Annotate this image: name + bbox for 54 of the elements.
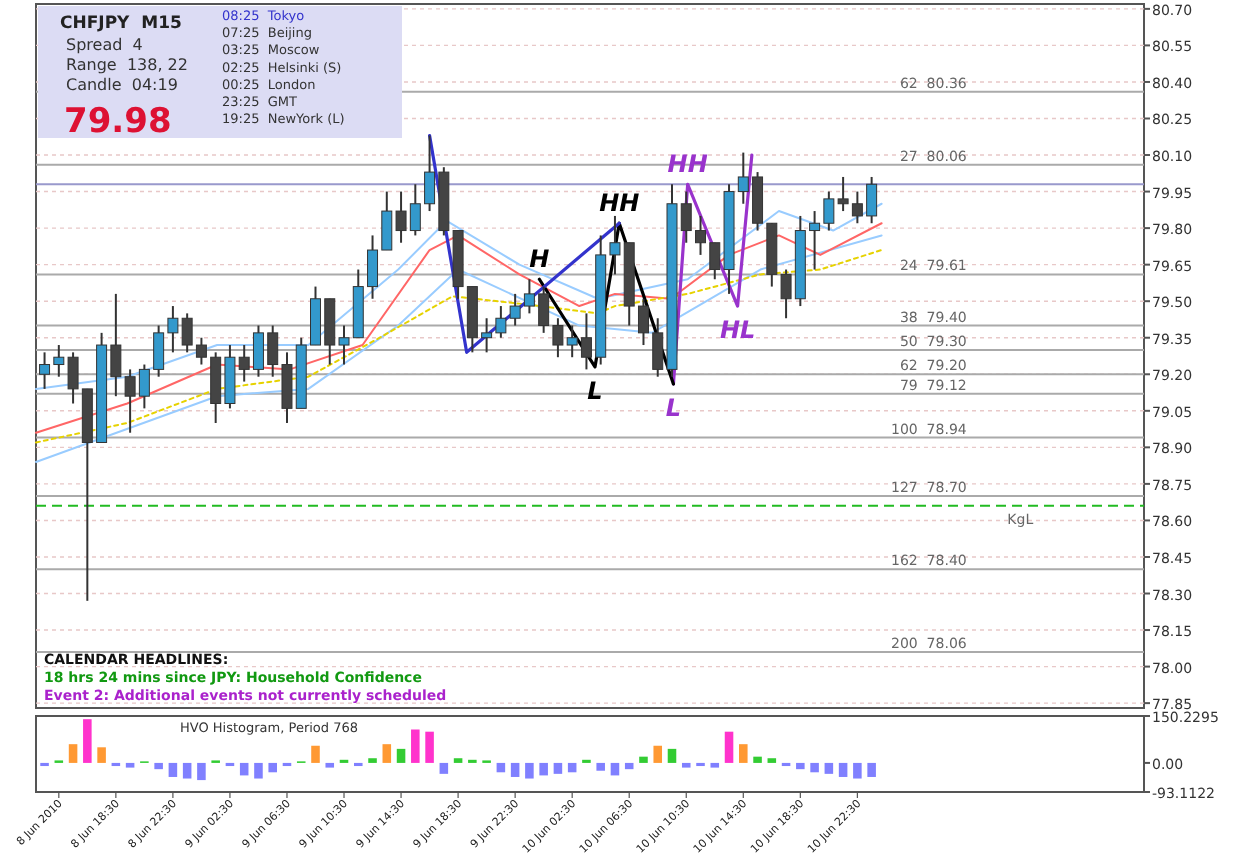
bar: [154, 762, 163, 770]
annotation: L: [665, 394, 682, 423]
bar: [539, 762, 548, 776]
bar: [724, 731, 734, 763]
bar: [168, 762, 178, 777]
bar: [382, 744, 392, 763]
annotation: Candle 04:19: [66, 76, 178, 94]
annotation: L: [587, 376, 603, 405]
bar: [83, 719, 92, 763]
bar: [810, 762, 819, 773]
bar: [425, 731, 434, 763]
annotation: HH: [599, 189, 640, 218]
bar: [254, 762, 263, 779]
bar: [753, 756, 762, 763]
annotation: 79.98: [64, 102, 172, 142]
bar: [510, 762, 520, 777]
bar: [97, 747, 106, 763]
bar: [396, 748, 406, 763]
bar: [567, 762, 577, 773]
bar: [838, 762, 848, 777]
bar: [653, 745, 663, 763]
annotation: H: [529, 245, 550, 274]
bar: [125, 762, 135, 768]
line-series: [35, 222, 883, 434]
bar: [525, 762, 534, 779]
bar: [197, 762, 206, 781]
bar: [68, 744, 78, 763]
annotation: HL: [719, 316, 756, 345]
bar: [824, 762, 834, 774]
bar: [639, 756, 648, 763]
annotation: HH: [667, 150, 708, 179]
line-series: [671, 153, 754, 386]
bar: [610, 762, 620, 776]
bar: [739, 744, 748, 763]
bar: [311, 745, 320, 763]
bar: [667, 748, 677, 763]
annotation: Spread 4: [66, 36, 143, 54]
bar: [681, 762, 691, 768]
bar: [710, 762, 720, 768]
bar: [624, 762, 634, 770]
bar: [439, 762, 449, 774]
bar: [796, 762, 805, 770]
bar: [853, 762, 862, 779]
bar: [239, 762, 249, 776]
bar: [325, 762, 335, 768]
text: CHFJPY M15: [60, 14, 182, 34]
bar: [867, 762, 876, 777]
bar: [268, 762, 277, 773]
bar: [596, 762, 605, 771]
bar: [553, 762, 563, 774]
bar: [411, 729, 420, 763]
annotation: Range 138, 22: [66, 56, 188, 74]
bar: [182, 762, 192, 779]
bar: [496, 762, 506, 773]
